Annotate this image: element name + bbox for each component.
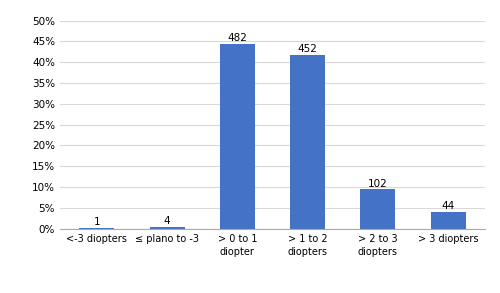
Bar [150,227,184,229]
Bar [220,44,255,229]
Bar [430,212,466,229]
Text: 4: 4 [164,216,170,226]
Bar [80,228,114,229]
Text: 102: 102 [368,179,388,189]
Text: 452: 452 [298,44,318,54]
Text: 44: 44 [442,201,454,211]
Bar [360,190,396,229]
Text: 482: 482 [228,33,248,43]
Text: 1: 1 [94,217,100,227]
Bar [290,55,325,229]
